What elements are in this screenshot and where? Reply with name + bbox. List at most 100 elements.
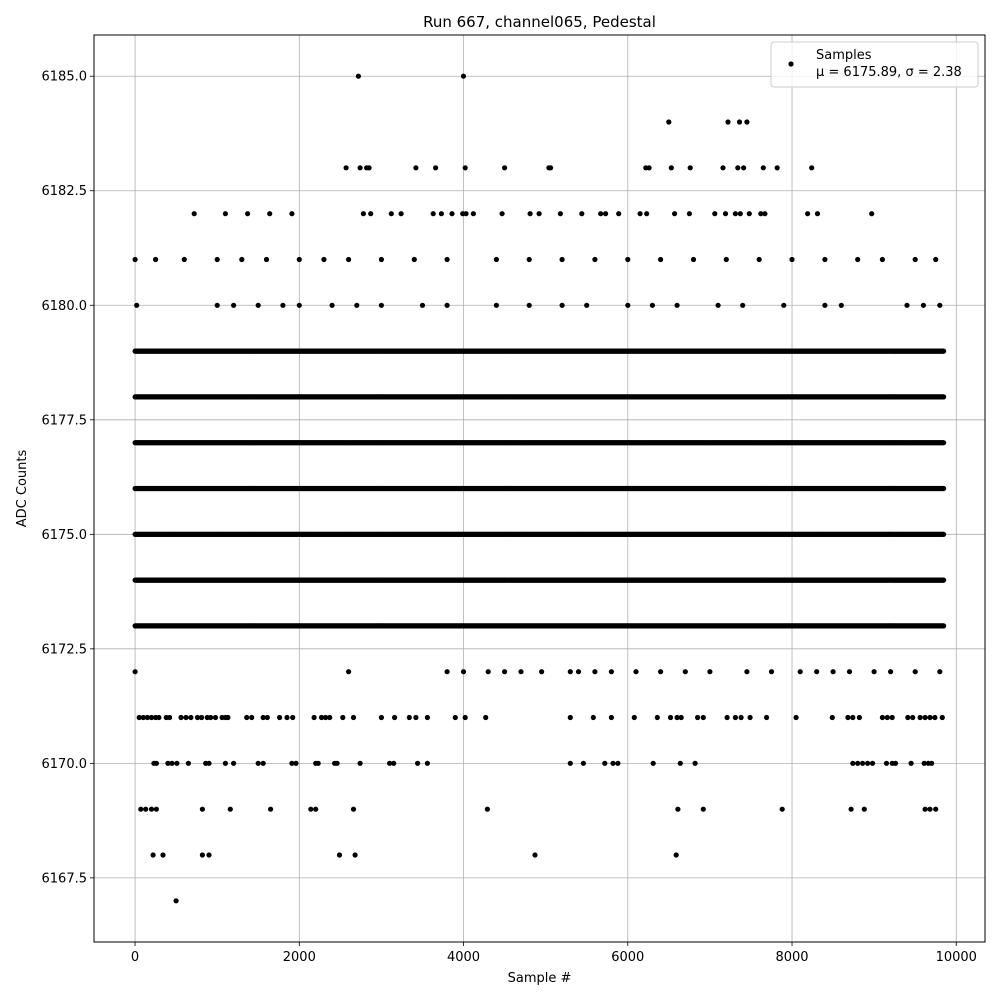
data-point [675, 806, 681, 812]
data-point [667, 714, 674, 721]
data-point [336, 852, 343, 858]
data-point [855, 760, 861, 766]
data-point [178, 714, 184, 721]
data-point [917, 714, 923, 721]
data-point [927, 714, 933, 721]
data-point [327, 714, 333, 721]
data-point [206, 852, 212, 858]
data-point [391, 760, 397, 766]
data-point [695, 714, 701, 721]
data-point [567, 669, 573, 675]
data-point [932, 714, 938, 721]
data-point [153, 760, 159, 766]
data-point [590, 714, 596, 721]
data-point [136, 714, 142, 721]
data-point [244, 714, 250, 721]
data-point [352, 852, 358, 858]
data-point [452, 714, 458, 721]
data-point [185, 760, 191, 766]
data-point [165, 760, 171, 766]
data-point [227, 806, 233, 812]
data-point [346, 669, 352, 675]
data-point [444, 669, 450, 675]
data-point [567, 760, 573, 766]
data-point [153, 806, 159, 812]
data-point [156, 714, 162, 721]
data-point [350, 714, 357, 721]
data-point [654, 714, 660, 721]
data-point [199, 806, 205, 812]
data-point [392, 714, 398, 721]
data-point [692, 760, 698, 766]
data-point [779, 806, 785, 812]
data-point [406, 714, 412, 721]
data-point [502, 669, 508, 675]
data-point [293, 760, 299, 766]
data-point [334, 760, 340, 766]
data-point [160, 852, 166, 858]
data-point [138, 806, 144, 812]
data-point [167, 714, 173, 721]
data-point [323, 714, 329, 721]
data-point [764, 714, 770, 721]
data-point [707, 669, 713, 675]
data-point [768, 669, 775, 675]
data-point [912, 669, 918, 675]
data-point [889, 714, 895, 721]
grid-lines [94, 35, 985, 942]
data-point [797, 669, 803, 675]
data-point [884, 714, 890, 721]
data-point [602, 760, 608, 766]
data-point [941, 485, 947, 492]
data-point [206, 760, 212, 766]
data-point [264, 714, 270, 721]
data-point [313, 806, 319, 812]
data-point [650, 760, 656, 766]
data-point [143, 806, 149, 812]
data-point [939, 714, 945, 721]
data-point [927, 806, 933, 812]
data-point [567, 714, 573, 721]
data-point [850, 714, 856, 721]
data-point [212, 714, 219, 721]
data-point [340, 714, 346, 721]
data-point [608, 714, 615, 721]
data-point [315, 760, 321, 766]
data-point [850, 760, 856, 766]
data-point [357, 760, 363, 766]
data-point [793, 714, 799, 721]
data-point [592, 669, 598, 675]
data-point [905, 714, 911, 721]
data-point [249, 714, 255, 721]
data-point [415, 760, 421, 766]
data-point [814, 669, 820, 675]
data-point [941, 531, 947, 537]
data-point [922, 806, 928, 812]
data-point [260, 760, 266, 766]
data-point [289, 760, 295, 766]
data-point [277, 714, 283, 721]
data-points [132, 73, 947, 904]
data-point [255, 760, 261, 766]
data-point [532, 852, 538, 858]
data-point [908, 760, 914, 766]
data-point [747, 714, 753, 721]
data-point [144, 714, 150, 721]
data-point [580, 760, 587, 766]
data-point [199, 852, 205, 858]
data-point [830, 669, 836, 675]
data-point [290, 714, 296, 721]
data-point [378, 714, 384, 721]
data-point [173, 898, 179, 904]
data-point [188, 714, 194, 721]
data-point [485, 669, 491, 675]
data-point [260, 714, 266, 721]
data-point [732, 714, 739, 721]
data-point [883, 760, 890, 766]
data-point [869, 760, 876, 766]
data-point [738, 714, 744, 721]
data-point [682, 669, 688, 675]
data-point [424, 714, 430, 721]
data-point [674, 714, 680, 721]
data-point [268, 806, 274, 812]
